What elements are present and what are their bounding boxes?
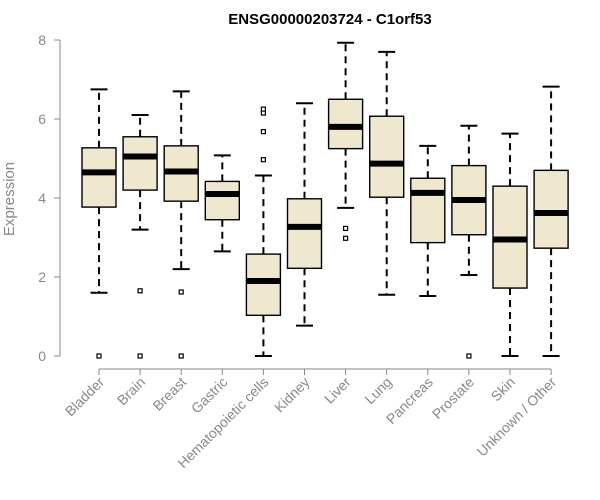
iqr-box (533, 169, 569, 249)
iqr-box (369, 115, 405, 198)
iqr-box (204, 180, 241, 221)
iqr-box (410, 177, 446, 244)
x-tick-label: Breast (149, 374, 189, 414)
y-tick-label: 4 (38, 190, 46, 206)
y-axis-label: Expression (1, 162, 18, 236)
outlier-point (343, 235, 349, 241)
y-tick-label: 6 (38, 111, 46, 127)
y-tick-label: 0 (38, 348, 46, 364)
chart-title: ENSG00000203724 - C1orf53 (228, 11, 431, 28)
box-1 (122, 114, 158, 359)
box-0 (81, 88, 117, 359)
x-tick-label: Skin (488, 374, 519, 405)
box-5 (286, 102, 323, 327)
box-10 (492, 132, 528, 357)
box-7 (369, 50, 405, 296)
box-6 (327, 41, 364, 241)
box-8 (410, 144, 446, 297)
y-tick-label: 2 (38, 269, 46, 285)
x-tick-label: Liver (321, 374, 354, 407)
x-tick-label: Prostate (429, 374, 477, 422)
outlier-point (260, 129, 266, 135)
x-tick-label: Lung (361, 374, 394, 407)
x-tick-label: Bladder (62, 374, 108, 420)
iqr-box (122, 136, 158, 191)
outlier-point (178, 353, 184, 359)
outlier-point (343, 225, 349, 232)
iqr-box (286, 198, 323, 270)
box-11 (533, 85, 569, 357)
box-3 (204, 154, 241, 253)
iqr-box (81, 147, 117, 208)
outlier-point (137, 353, 143, 359)
box-2 (163, 90, 199, 359)
iqr-box (245, 253, 282, 317)
y-tick-label: 8 (38, 32, 46, 48)
outlier-point (137, 288, 143, 294)
boxes-group (81, 41, 569, 359)
outlier-point (260, 110, 266, 116)
outlier-point (260, 157, 266, 163)
outlier-point (96, 353, 102, 359)
outlier-point (178, 289, 184, 295)
x-tick-label: Kidney (271, 374, 313, 416)
x-tick-label: Brain (114, 374, 148, 408)
outlier-point (466, 353, 472, 359)
box-9 (451, 124, 487, 359)
box-4 (245, 106, 282, 357)
